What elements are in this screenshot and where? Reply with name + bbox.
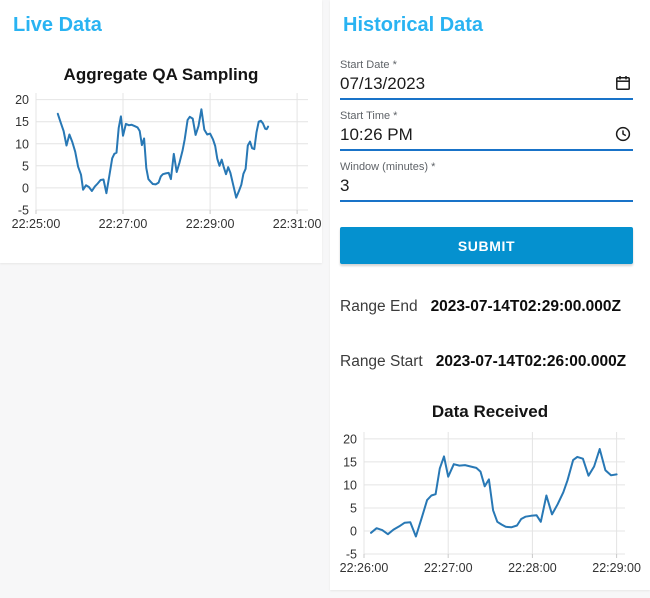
submit-button[interactable]: SUBMIT (340, 227, 633, 264)
x-tick-label: 22:29:00 (186, 217, 235, 231)
y-tick-label: 15 (343, 455, 357, 469)
y-tick-label: 5 (22, 159, 29, 173)
y-tick-label: -5 (18, 204, 29, 218)
start-date-label: Start Date * (340, 59, 397, 71)
start-date-input[interactable] (340, 73, 607, 94)
live-panel-title: Live Data (13, 14, 102, 36)
window-minutes-label: Window (minutes) * (340, 161, 436, 173)
start-date-field-group: Start Date * (340, 58, 633, 100)
historical-data-panel: Historical Data Start Date * Start Time … (330, 0, 650, 590)
start-time-label: Start Time * (340, 110, 398, 122)
start-time-input[interactable] (340, 124, 607, 145)
clock-icon[interactable] (615, 126, 631, 142)
y-tick-label: 5 (350, 502, 357, 516)
window-minutes-input[interactable] (340, 175, 607, 196)
y-tick-label: 0 (350, 525, 357, 539)
historical-panel-title: Historical Data (343, 14, 484, 36)
y-tick-label: 10 (15, 137, 29, 151)
x-tick-label: 22:28:00 (508, 561, 557, 575)
range-start-row: Range Start 2023-07-14T02:26:00.000Z (330, 353, 650, 371)
x-tick-label: 22:31:00 (273, 217, 322, 231)
y-tick-label: 20 (15, 93, 29, 107)
live-data-panel: Live Data Aggregate QA Sampling -5 0 5 10 15… (0, 0, 322, 263)
start-time-field-group: Start Time * (340, 109, 633, 151)
line-series (56, 108, 270, 199)
x-tick-label: 22:27:00 (99, 217, 148, 231)
historical-query-form: Start Date * Start Time * (330, 58, 650, 264)
range-end-value: 2023-07-14T02:29:00.000Z (430, 298, 621, 315)
calendar-icon[interactable] (615, 75, 631, 91)
range-end-row: Range End 2023-07-14T02:29:00.000Z (330, 298, 650, 316)
x-tick-label: 22:26:00 (340, 561, 389, 575)
live-chart-title: Aggregate QA Sampling (63, 65, 259, 84)
y-tick-label: -5 (346, 548, 357, 562)
historical-chart-title: Data Received (431, 402, 549, 421)
x-tick-label: 22:25:00 (12, 217, 61, 231)
range-start-value: 2023-07-14T02:26:00.000Z (435, 353, 627, 370)
start-date-row (340, 72, 633, 100)
range-end-label: Range End (340, 298, 418, 315)
window-minutes-row (340, 174, 633, 202)
x-tick-label: 22:27:00 (424, 561, 473, 575)
window-minutes-field-group: Window (minutes) * (340, 160, 633, 202)
start-time-row (340, 123, 633, 151)
live-chart-canvas: -5 0 5 10 15 20 22:25:00 22:27:00 22:29:00 22:31:… (12, 93, 322, 231)
historical-chart-canvas: -5 0 5 10 15 20 22:26:00 22:27:00 22:28:00 22:29:… (340, 432, 641, 575)
line-series (370, 448, 618, 538)
y-tick-label: 0 (22, 181, 29, 195)
y-tick-label: 10 (343, 478, 357, 492)
y-tick-label: 15 (15, 115, 29, 129)
y-tick-label: 20 (343, 432, 357, 446)
range-start-label: Range Start (340, 353, 423, 370)
x-tick-label: 22:29:00 (592, 561, 641, 575)
